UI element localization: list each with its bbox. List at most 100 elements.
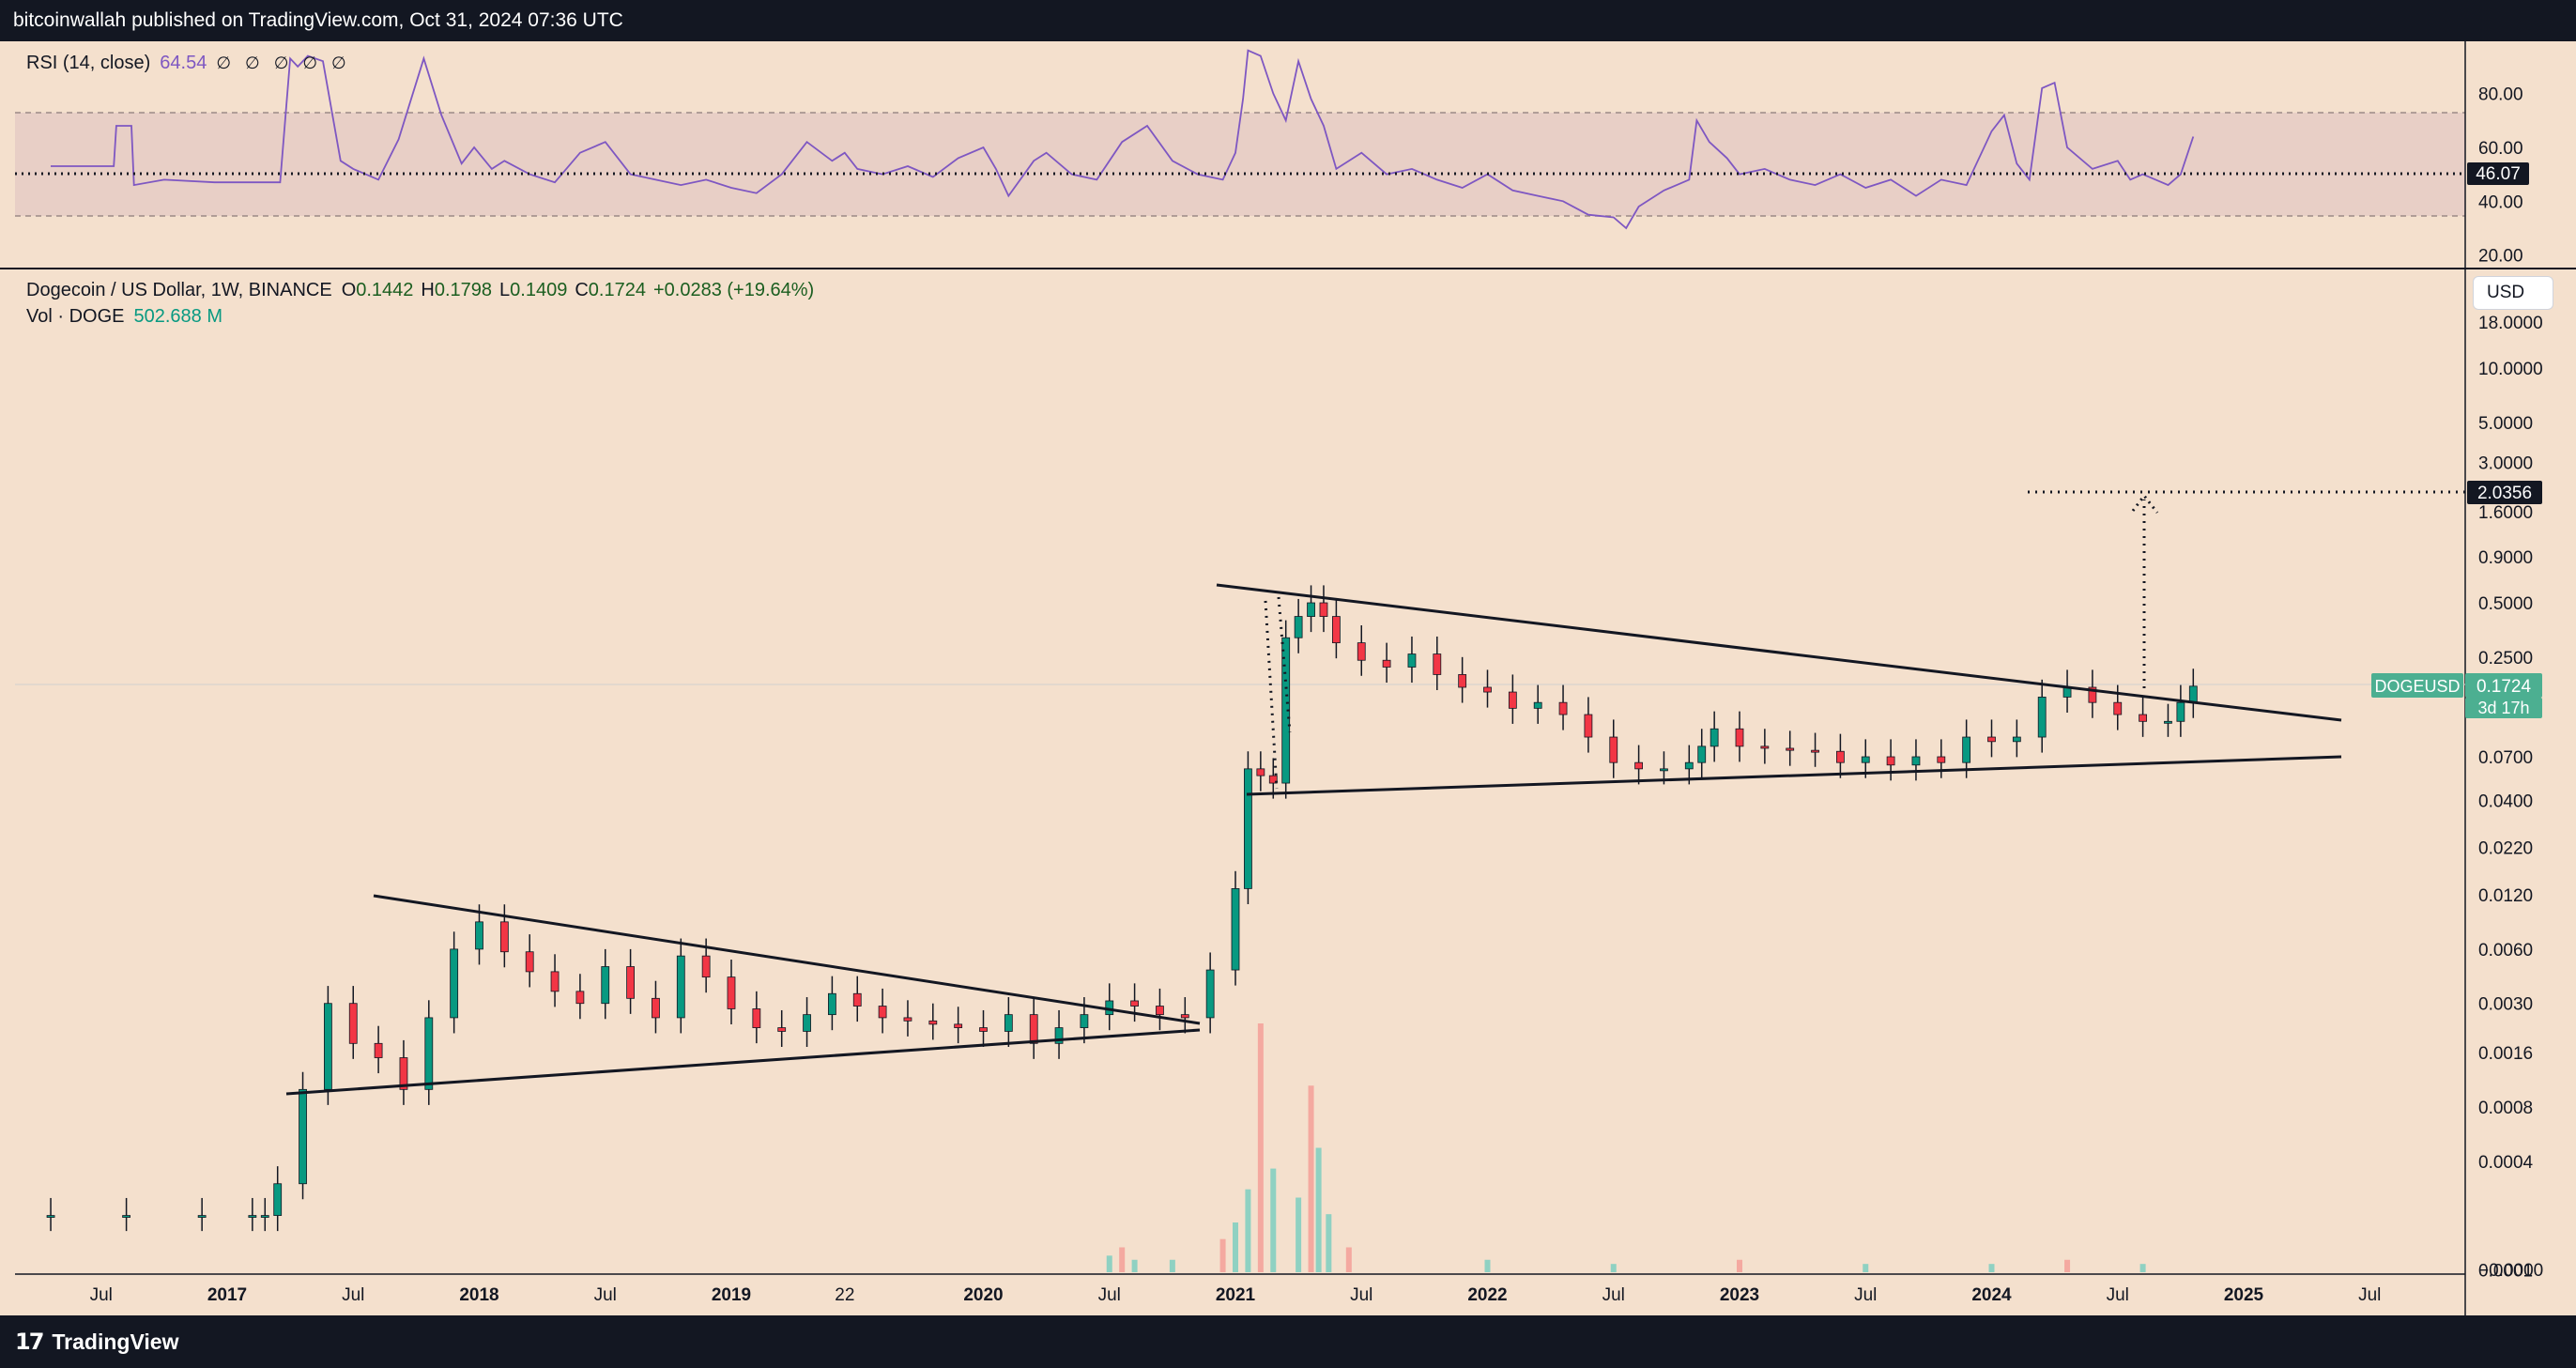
volume-bar xyxy=(1326,1214,1332,1272)
triangle2-lower-trendline[interactable] xyxy=(1246,755,2342,796)
candle-body xyxy=(777,1027,787,1032)
time-tick-label: 2018 xyxy=(459,1285,498,1305)
candle-body xyxy=(1886,756,1895,766)
chart-canvas[interactable]: 80.00 60.00 40.00 20.00 18.0000 10.0000 5.0000… xyxy=(0,41,2576,1315)
candle-body xyxy=(260,1215,269,1218)
volume-bar xyxy=(1988,1264,1995,1272)
volume-layer xyxy=(1106,1023,2146,1272)
candle-body xyxy=(1281,637,1291,784)
measured-move-left-guide-2 xyxy=(1277,596,1292,733)
candle-body xyxy=(1319,602,1328,617)
candle-body xyxy=(1508,691,1517,709)
publisher-text: bitcoinwallah published on TradingView.c… xyxy=(13,9,623,31)
candle-body xyxy=(1937,756,1946,763)
candle-body xyxy=(1433,653,1442,675)
time-tick-label: Jul xyxy=(1854,1285,1877,1305)
trendline-drawings[interactable] xyxy=(285,490,2465,1096)
candle-body xyxy=(1533,701,1542,709)
time-tick-label: Jul xyxy=(594,1285,617,1305)
candle-body xyxy=(1407,653,1417,668)
volume-bar xyxy=(2064,1259,2071,1272)
candle-body xyxy=(1231,888,1240,971)
candle-body xyxy=(2176,701,2185,722)
candle-body xyxy=(1811,749,1819,753)
candle-body xyxy=(1584,714,1593,738)
candle-body xyxy=(46,1215,55,1218)
candle-body xyxy=(2012,736,2021,743)
candle-body xyxy=(1004,1014,1013,1032)
rsi-tick-label: 80.00 xyxy=(2478,85,2523,105)
candle-body xyxy=(1735,728,1744,747)
time-tick-label: Jul xyxy=(2358,1285,2381,1305)
candle-body xyxy=(197,1215,207,1218)
ohlc-close: 0.1724 xyxy=(588,280,646,300)
axis-layer: 80.00 60.00 40.00 20.00 18.0000 10.0000 5.0000… xyxy=(90,85,2544,1305)
price-tick-label: 0.0700 xyxy=(2478,748,2533,768)
candle-body xyxy=(1180,1014,1189,1019)
volume-bar xyxy=(1737,1259,1742,1272)
candle-body xyxy=(601,966,610,1005)
candle-body xyxy=(248,1215,257,1218)
candle-body xyxy=(1029,1014,1038,1044)
candle-body xyxy=(1697,745,1707,763)
volume-bar xyxy=(1169,1259,1175,1272)
candle-body xyxy=(626,966,635,999)
triangle1-upper-trendline[interactable] xyxy=(373,894,1201,1025)
candle-body xyxy=(348,1003,358,1044)
candle-body xyxy=(652,997,660,1019)
volume-bar xyxy=(1219,1238,1226,1272)
tradingview-branding[interactable]: 17 TradingView xyxy=(0,1329,178,1355)
price-tick-label: 0.0030 xyxy=(2478,995,2533,1015)
last-price-countdown: 3d 17h xyxy=(2477,699,2529,717)
last-price-value: 0.1724 xyxy=(2476,677,2532,697)
triangle1-lower-trendline[interactable] xyxy=(285,1028,1201,1096)
candle-layer xyxy=(46,585,2198,1232)
time-tick-label: 2020 xyxy=(963,1285,1003,1305)
candle-body xyxy=(1609,736,1618,763)
candle-body xyxy=(2037,697,2047,738)
triangle2-upper-trendline[interactable] xyxy=(1216,583,2342,722)
volume-bar xyxy=(1484,1259,1491,1272)
rsi-tick-label: 40.00 xyxy=(2478,192,2523,212)
price-tick-label: 0.0400 xyxy=(2478,792,2533,812)
candle-body xyxy=(2164,720,2172,724)
volume-bar xyxy=(1131,1259,1138,1272)
ohlc-high: 0.1798 xyxy=(434,280,493,300)
rsi-current-value: 46.07 xyxy=(2476,164,2521,184)
volume-legend[interactable]: Vol · DOGE 502.688 M xyxy=(26,306,222,328)
candle-body xyxy=(1130,1000,1139,1007)
price-tick-label: 0.9000 xyxy=(2478,548,2533,568)
price-tick-label: 0.0001 xyxy=(2478,1261,2533,1281)
price-tick-label: 18.0000 xyxy=(2478,314,2543,333)
volume-bar xyxy=(1345,1247,1352,1272)
time-tick-label: 22 xyxy=(835,1285,854,1305)
candle-body xyxy=(1294,616,1303,638)
ohlc-values: O0.1442 H0.1798 L0.1409 C0.1724 +0.0283 … xyxy=(341,280,815,300)
price-tick-label: 0.0008 xyxy=(2478,1099,2533,1118)
symbol-title[interactable]: Dogecoin / US Dollar, 1W, BINANCE xyxy=(26,280,332,300)
candle-body xyxy=(676,955,685,1019)
ohlc-open: 0.1442 xyxy=(356,280,414,300)
price-tick-label: −0.0000 xyxy=(2478,1261,2543,1281)
price-tick-label: 0.0016 xyxy=(2478,1044,2533,1064)
tradingview-logo-icon: 17 xyxy=(15,1329,44,1355)
candle-body xyxy=(878,1006,887,1019)
candle-body xyxy=(752,1008,761,1028)
candle-body xyxy=(1684,761,1694,770)
time-tick-label: Jul xyxy=(342,1285,364,1305)
candle-body xyxy=(374,1042,383,1058)
price-tick-label: 1.6000 xyxy=(2478,503,2533,523)
symbol-legend[interactable]: Dogecoin / US Dollar, 1W, BINANCE O0.144… xyxy=(26,280,814,301)
volume-bar xyxy=(1610,1264,1617,1272)
candle-body xyxy=(2139,714,2148,722)
candle-body xyxy=(1458,674,1467,688)
rsi-tick-label: 20.00 xyxy=(2478,247,2523,267)
target-price-label: 2.0356 xyxy=(2467,481,2542,504)
rsi-legend[interactable]: RSI (14, close) 64.54 ∅ ∅ ∅ ∅ ∅ xyxy=(26,53,351,74)
candle-body xyxy=(803,1014,811,1032)
price-tick-label: 0.0120 xyxy=(2478,886,2533,906)
candle-body xyxy=(1634,761,1643,770)
time-tick-label: 2023 xyxy=(1720,1285,1759,1305)
currency-button[interactable]: USD xyxy=(2473,276,2553,310)
candle-body xyxy=(1256,768,1265,776)
